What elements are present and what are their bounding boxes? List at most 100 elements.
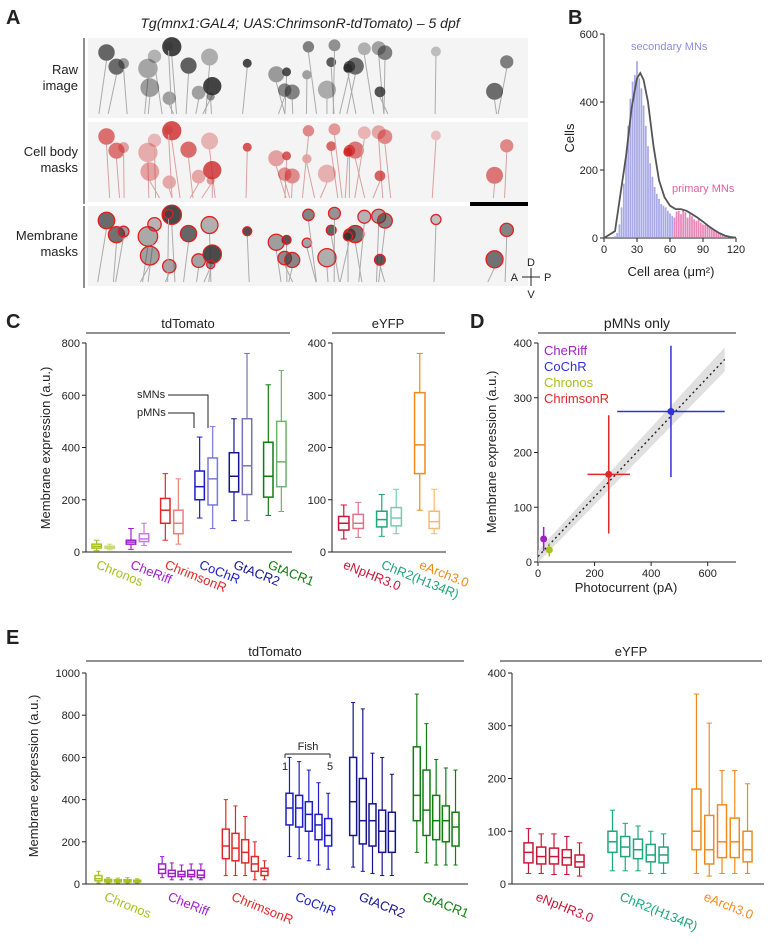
legend-cochr: CoChR [544,359,587,374]
cell-soma [343,147,353,157]
neurite [330,151,339,199]
scatter-d: 0 100 200 300 400 0 200 400 600 CheRiffCoChRChron… [514,338,736,580]
histogram-bar [706,226,709,238]
neurite [275,250,282,283]
row-label-membrane-2: masks [40,244,78,259]
histogram-bar [644,125,647,238]
cell-soma [140,162,160,182]
box-iqr [431,794,441,841]
row-label-membrane-1: Membrane [16,228,78,243]
neurite [344,156,349,199]
neurite [246,235,250,283]
histogram: 0 200 400 600 0 30 60 90 120 [580,29,746,256]
neurite [433,224,437,283]
cell-soma [500,139,514,153]
neurite [147,162,150,199]
neurite [487,267,495,283]
construct-label: ChR2(H134R) [618,889,700,934]
neurite [354,242,363,283]
box-ytick-label: 0 [500,879,506,891]
cell-soma [302,70,312,80]
histogram-bar [662,205,665,238]
neurite [431,140,437,199]
cell-soma [327,206,342,220]
box-iqr [742,830,753,863]
cell-soma [268,66,285,83]
neurite [167,218,170,283]
cell-soma [205,259,216,270]
neurite [354,158,366,199]
b-ytick-label: 400 [580,97,598,109]
neurite [208,268,212,283]
neurite [291,183,293,199]
box-iqr [413,391,426,475]
cell-soma [342,231,354,242]
neurite [196,267,200,283]
box-ytick-label: 600 [62,752,80,764]
data-point-cheriff [540,535,548,543]
box-ytick-label: 100 [488,826,506,838]
histogram-bar [618,224,621,238]
fit-line [537,358,726,558]
neurite [275,82,286,115]
neurite [379,96,389,115]
cell-soma [357,209,372,224]
histogram-bar [699,222,702,238]
neurite [202,95,213,115]
cell-soma [162,91,176,105]
box-ytick-label: 200 [308,443,326,455]
cell-soma [325,224,337,236]
neurite [203,263,213,283]
cell-soma [180,141,197,158]
neurite [245,151,248,199]
histogram-bar [653,187,656,238]
neurite [346,74,356,115]
cell-soma [147,49,162,64]
panel-a: A Tg(mnx1:GAL4; UAS:ChrimsonR-tdTomato) … [6,7,551,301]
micrograph-rows [88,37,528,286]
box-iqr [574,854,585,868]
neurite [195,99,200,115]
cell-soma [374,170,386,182]
cell-soma [147,216,162,232]
construct-label: CoChR [293,889,338,919]
box-iqr [632,838,644,860]
histogram-bar [682,210,685,238]
neurite [375,223,380,283]
box-ytick-label: 0 [74,547,80,559]
b-xtick-label: 0 [601,244,607,256]
box-ytick-label: 200 [488,774,506,786]
neurite [153,62,163,115]
cell-soma [98,128,115,145]
neurite [183,241,190,283]
gaussian-fit-line [603,71,737,239]
histogram-bar [688,214,691,238]
cell-soma [203,77,222,96]
neurite [347,72,357,115]
panel-d-letter: D [470,311,484,333]
box-iqr [323,817,333,847]
cell-soma [486,82,504,100]
box-iqr [368,803,377,847]
cell-soma [499,222,515,238]
cell-soma [284,84,300,100]
b-xtick-label: 30 [631,244,643,256]
box-iqr [691,788,702,851]
box-iqr [275,420,287,488]
row-label-raw-2: image [43,78,78,93]
neurite [291,99,294,115]
neurite [326,266,329,283]
neurite [149,180,161,199]
box-iqr [535,846,547,865]
neurite [144,78,149,115]
panel-b: B Cells Cell area (μm²) secondary MNs pr… [562,7,745,279]
histogram-bar [719,233,722,238]
box-ytick-label: 300 [308,390,326,402]
cell-soma [430,46,441,57]
neurite [333,135,343,199]
cell-soma [201,132,219,150]
neurite [384,143,392,199]
box-iqr [645,843,657,863]
fish-last: 5 [327,761,333,773]
